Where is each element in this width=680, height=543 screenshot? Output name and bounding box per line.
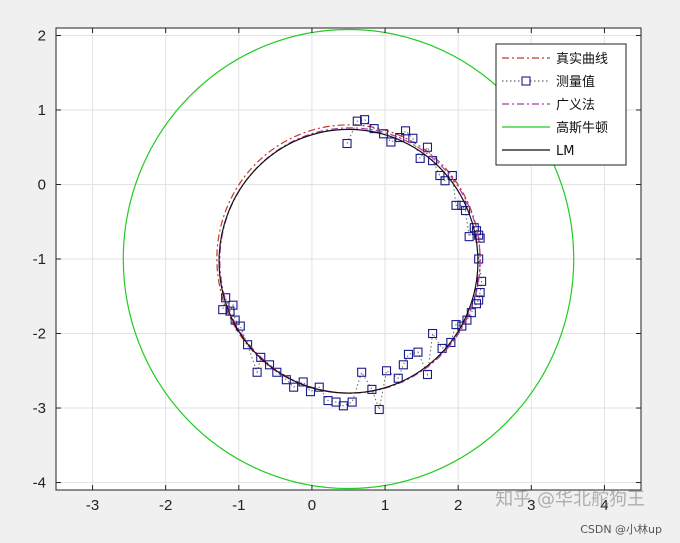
measurement-point <box>314 382 324 392</box>
measurement-point <box>352 116 362 126</box>
measurement-point <box>428 328 438 339</box>
measurement-point <box>413 347 423 357</box>
measurement-point <box>395 132 405 143</box>
x-tick-label: 2 <box>454 497 462 514</box>
y-tick-label: 0 <box>38 176 46 193</box>
x-tick-label: 4 <box>600 497 608 514</box>
measurement-point <box>386 137 396 147</box>
measurement-point <box>393 373 403 383</box>
measurement-point <box>408 133 418 143</box>
measurement-point <box>298 377 308 387</box>
y-tick-label: -1 <box>33 251 46 268</box>
measurement-point <box>471 299 482 309</box>
y-tick-label: -2 <box>33 326 46 343</box>
y-tick-label: -4 <box>33 475 46 492</box>
measurement-point <box>342 138 352 149</box>
y-tick-label: 1 <box>38 102 46 119</box>
measurement-point <box>272 367 282 377</box>
measurement-point <box>403 349 414 359</box>
series-curve-真实曲线 <box>216 124 481 394</box>
measurement-point <box>446 337 456 348</box>
measurement-point <box>379 129 389 139</box>
x-tick-label: 0 <box>308 497 316 514</box>
zhihu-watermark: 知乎 @华北舵狗王 <box>495 489 645 510</box>
measurement-point <box>457 321 467 331</box>
x-tick-label: -1 <box>232 497 245 514</box>
legend-label: 广义法 <box>556 98 595 113</box>
measurement-point <box>360 115 370 125</box>
measurement-point <box>256 352 266 362</box>
measurement-point <box>347 397 357 407</box>
measurement-point <box>264 360 275 370</box>
x-tick-label: 1 <box>381 497 389 514</box>
measurement-point <box>252 367 262 377</box>
tick-group: -3 -2 -1 0 1 2 3 4 -4 -3 -2 -1 0 1 2 <box>33 27 641 514</box>
measurement-point <box>422 142 433 152</box>
measurement-point <box>398 360 408 370</box>
measurement-point <box>323 396 333 406</box>
measurement-point <box>422 369 433 380</box>
measurement-point <box>243 340 253 350</box>
y-tick-label: -3 <box>33 400 46 417</box>
measurement-point <box>464 232 474 242</box>
measurement-point <box>400 126 411 136</box>
measurement-point <box>474 230 484 240</box>
measurement-point <box>428 156 438 166</box>
measurement-point <box>460 206 471 216</box>
x-tick-label: -3 <box>86 497 99 514</box>
series-curve-高斯牛顿 <box>122 28 575 490</box>
measurement-point <box>357 367 367 377</box>
measurement-point <box>451 320 461 330</box>
x-tick-label: 3 <box>527 497 535 514</box>
measurement-point <box>367 384 377 394</box>
series-group <box>122 28 575 490</box>
legend-label: 测量值 <box>556 74 595 90</box>
legend-swatch-marker <box>521 76 531 86</box>
measurement-point <box>369 124 379 134</box>
measurement-point <box>474 254 484 264</box>
measurement-point <box>218 305 228 315</box>
measurement-point <box>451 200 461 210</box>
measurement-point <box>462 315 472 325</box>
y-tick-label: 2 <box>38 27 46 44</box>
series-curve-LM <box>218 128 479 394</box>
measurement-point <box>415 153 425 163</box>
legend-label: 真实曲线 <box>556 52 608 67</box>
measurement-point <box>228 300 238 310</box>
measurement-point <box>435 170 445 181</box>
measurement-point <box>477 276 487 286</box>
legend-label: 高斯牛顿 <box>556 120 608 136</box>
x-tick-label: -2 <box>159 497 172 514</box>
legend-label: LM <box>556 144 574 159</box>
measurement-point <box>374 404 384 415</box>
measurement-point <box>440 176 450 186</box>
measurement-point <box>289 382 299 392</box>
csdn-watermark: CSDN @小林up <box>580 523 662 536</box>
measurement-point <box>381 366 392 376</box>
